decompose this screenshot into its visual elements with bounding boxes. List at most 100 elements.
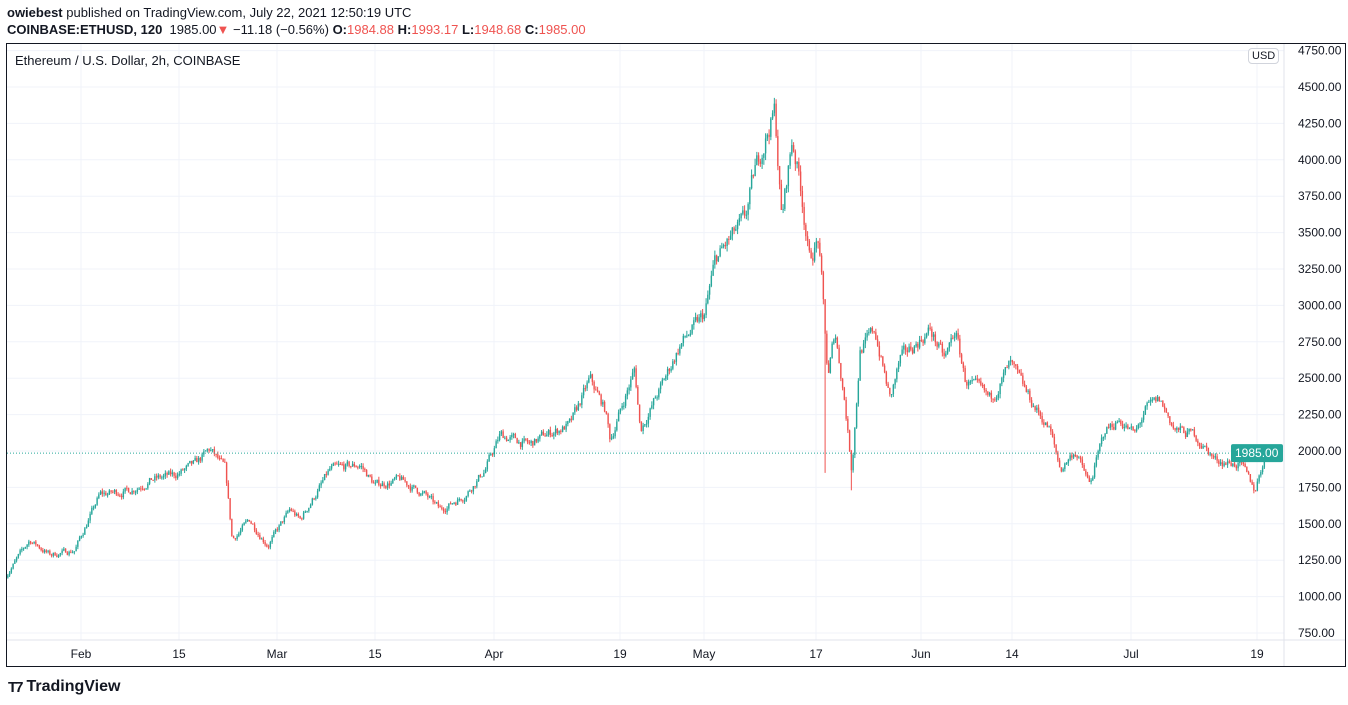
candle-up xyxy=(12,563,14,569)
candle-up xyxy=(413,485,415,487)
candle-up xyxy=(1202,446,1204,449)
symbol-info: COINBASE:ETHUSD, 120 1985.00▼ −11.18 (−0… xyxy=(7,22,586,37)
candle-up xyxy=(869,327,872,333)
candle-up xyxy=(381,483,384,487)
candle-up xyxy=(477,475,480,482)
candle-down xyxy=(1233,463,1236,467)
candle-up xyxy=(211,449,214,451)
candle-up xyxy=(78,537,81,541)
candle-down xyxy=(407,485,410,487)
candle-down xyxy=(1195,435,1197,441)
candle-up xyxy=(392,479,394,483)
candle-up xyxy=(918,339,921,348)
candle-up xyxy=(1002,372,1005,378)
currency-badge[interactable]: USD xyxy=(1248,48,1280,64)
candle-up xyxy=(157,475,160,478)
candle-down xyxy=(575,407,578,410)
candle-down xyxy=(525,438,527,440)
tradingview-logo[interactable]: T7 TradingView xyxy=(8,678,120,696)
candle-down xyxy=(936,342,938,347)
candle-down xyxy=(1169,416,1171,424)
candle-down xyxy=(334,463,336,465)
candle-down xyxy=(427,493,429,498)
candle-up xyxy=(892,384,895,395)
candle-down xyxy=(1121,424,1124,428)
candle-up xyxy=(623,405,625,407)
candle-up xyxy=(868,332,870,334)
candle-down xyxy=(600,394,602,405)
candle-down xyxy=(1081,459,1084,465)
candle-up xyxy=(145,488,147,490)
candle-up xyxy=(700,313,702,318)
candle-down xyxy=(31,543,34,545)
candle-down xyxy=(1200,445,1203,449)
candle-up xyxy=(572,412,574,420)
candle-down xyxy=(980,381,982,385)
candle-up xyxy=(1004,367,1007,373)
candle-up xyxy=(651,405,653,409)
candle-up xyxy=(577,403,580,410)
candle-down xyxy=(596,390,599,393)
candle-down xyxy=(169,471,172,475)
x-tick-label: Apr xyxy=(485,647,504,661)
candle-down xyxy=(388,483,391,486)
candle-down xyxy=(159,475,161,478)
candle-down xyxy=(535,439,538,442)
y-tick-label: 2000.00 xyxy=(1298,444,1342,458)
candle-down xyxy=(960,354,963,364)
candle-down xyxy=(218,458,221,460)
candle-up xyxy=(565,423,567,430)
y-tick-label: 3250.00 xyxy=(1298,262,1342,276)
candle-up xyxy=(278,525,280,531)
candle-down xyxy=(1022,375,1024,384)
candle-down xyxy=(259,535,261,540)
candle-down xyxy=(385,486,387,488)
candle-down xyxy=(696,317,699,322)
candle-down xyxy=(941,343,944,353)
candle-down xyxy=(217,454,219,459)
candle-down xyxy=(861,350,863,353)
candle-up xyxy=(633,368,636,373)
candle-up xyxy=(507,439,510,441)
y-tick-label: 2250.00 xyxy=(1298,408,1342,422)
candle-up xyxy=(770,118,772,137)
candle-up xyxy=(161,477,163,479)
candle-down xyxy=(294,511,296,516)
candle-up xyxy=(523,438,525,442)
candle-up xyxy=(168,471,170,475)
candle-down xyxy=(462,500,464,502)
candle-up xyxy=(493,448,496,455)
candle-up xyxy=(322,480,324,483)
candle-up xyxy=(703,314,706,320)
candle-down xyxy=(474,486,476,488)
candle-up xyxy=(47,550,49,552)
candle-up xyxy=(374,482,377,484)
candle-down xyxy=(952,337,954,339)
candle-down xyxy=(532,440,534,446)
candle-up xyxy=(652,398,655,406)
candle-up xyxy=(1260,472,1262,476)
candle-up xyxy=(106,494,109,496)
y-tick-label: 4250.00 xyxy=(1298,116,1342,130)
candle-up xyxy=(285,512,287,518)
candle-down xyxy=(173,472,175,476)
candle-down xyxy=(1086,474,1089,478)
candle-up xyxy=(108,490,111,495)
brand-name: TradingView xyxy=(26,678,121,695)
candle-up xyxy=(456,499,459,505)
author[interactable]: owiebest xyxy=(7,5,63,20)
open-value: 1984.88 xyxy=(347,22,395,37)
candle-up xyxy=(512,434,515,436)
candle-down xyxy=(1183,427,1185,433)
candle-down xyxy=(838,347,840,364)
candle-up xyxy=(295,513,298,516)
candle-down xyxy=(595,389,597,391)
candle-up xyxy=(1137,424,1140,429)
candle-down xyxy=(42,550,44,553)
candle-down xyxy=(418,492,420,496)
candle-up xyxy=(1100,437,1103,445)
candle-up xyxy=(206,449,209,451)
candle-down xyxy=(1057,452,1059,461)
candle-up xyxy=(63,548,65,551)
